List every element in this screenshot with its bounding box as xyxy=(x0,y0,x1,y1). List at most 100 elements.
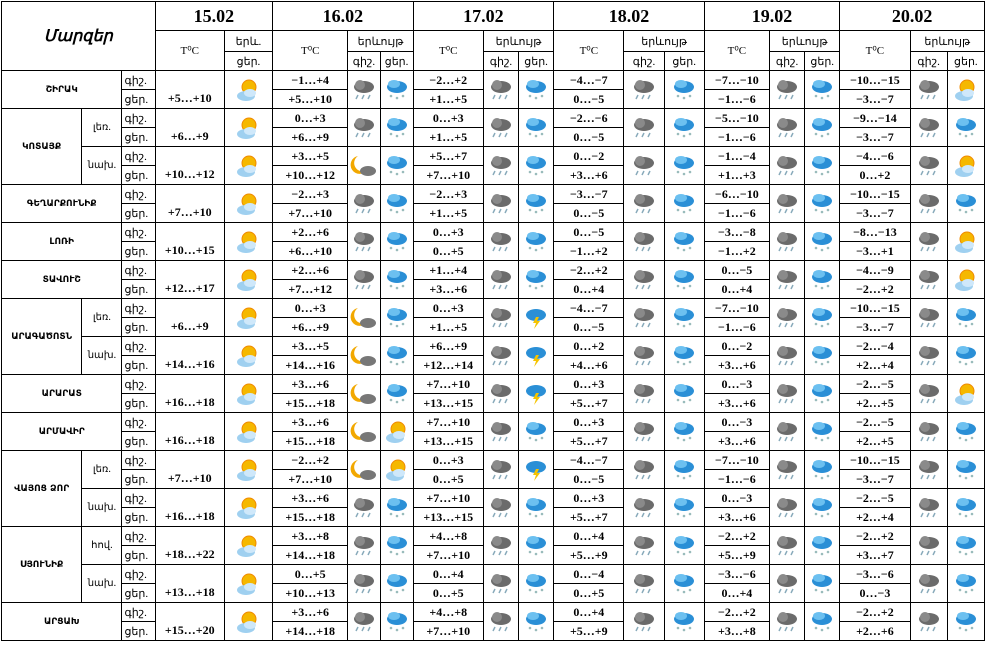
temp-night: −1…−4 xyxy=(703,146,771,166)
subregion-name: նախ. xyxy=(81,564,123,603)
weather-icon xyxy=(955,611,976,631)
weather-icon xyxy=(237,231,257,253)
weather-icon-cell xyxy=(909,412,948,451)
weather-icon xyxy=(918,117,939,137)
weather-icon xyxy=(350,459,376,480)
temp-15: +7…+10 xyxy=(154,450,225,489)
weather-icon xyxy=(490,611,511,631)
weather-icon xyxy=(812,269,833,289)
temp-night: −8…−13 xyxy=(839,222,911,242)
phen-header: երևույթ xyxy=(347,30,414,52)
weather-icon xyxy=(955,193,976,213)
weather-icon-cell xyxy=(518,450,555,489)
temp-day: +5…+9 xyxy=(703,545,771,565)
temp-day: +7…+12 xyxy=(272,279,349,299)
weather-icon-cell xyxy=(482,450,520,489)
weather-icon xyxy=(490,345,511,365)
weather-icon xyxy=(812,535,833,555)
subregion-name: նախ. xyxy=(81,146,123,185)
temp-night: +3…+6 xyxy=(272,488,349,508)
table-row: ԿՈՏԱՅՔ լեռ. գիշ. +6…+9 0…+3 0…+3 −2…−6 −5…−10 −9… xyxy=(0,108,986,185)
weather-icon-cell xyxy=(347,450,381,489)
temp-night: +3…+6 xyxy=(272,412,349,432)
weather-icon xyxy=(490,573,511,593)
date-header: 15.02 xyxy=(154,1,274,31)
row-label: գիշ. xyxy=(121,146,156,166)
weather-icon xyxy=(955,345,976,365)
temp-day: 0…+5 xyxy=(412,241,484,261)
weather-icon-cell xyxy=(946,602,986,641)
weather-icon xyxy=(490,459,511,479)
weather-icon xyxy=(634,307,655,327)
weather-icon-cell xyxy=(482,526,520,565)
temp-night: 0…−2 xyxy=(553,146,625,166)
weather-icon xyxy=(777,459,798,479)
weather-icon xyxy=(777,383,798,403)
temp-day: +13…+15 xyxy=(412,507,484,527)
table-row: ՍՅՈՒՆԻՔ հով. գիշ. +18…+22 +3…+8 +4…+8 0…+4 −2…+… xyxy=(0,526,986,603)
weather-icon xyxy=(353,193,374,213)
weather-icon-cell xyxy=(663,222,705,261)
temp-night: −2…+3 xyxy=(412,184,484,204)
weather-icon xyxy=(674,307,695,327)
weather-icon xyxy=(918,307,939,327)
temp-night: 0…−2 xyxy=(703,336,771,356)
weather-icon xyxy=(237,345,257,367)
weather-icon-cell xyxy=(482,602,520,641)
temp-night: +4…+8 xyxy=(412,526,484,546)
weather-icon-cell xyxy=(379,526,414,565)
weather-icon xyxy=(674,421,695,441)
weather-icon xyxy=(634,611,655,631)
temp-15: +6…+9 xyxy=(154,108,225,147)
weather-icon-cell xyxy=(804,146,841,185)
temp-15: +13…+18 xyxy=(154,564,225,603)
weather-icon xyxy=(674,79,695,99)
temp-night: 0…+3 xyxy=(553,488,625,508)
weather-icon-cell xyxy=(946,260,986,299)
weather-icon-cell xyxy=(663,336,705,375)
weather-icon xyxy=(812,573,833,593)
temp-night: +5…+7 xyxy=(412,146,484,166)
temp-night: −2…−4 xyxy=(839,336,911,356)
temp-day: 0…+2 xyxy=(839,165,911,185)
weather-icon xyxy=(526,611,547,631)
weather-icon-cell xyxy=(769,564,806,603)
phen-header: երև. xyxy=(223,30,274,52)
temp-day: −1…−6 xyxy=(703,203,771,223)
temp-day: +14…+18 xyxy=(272,621,349,641)
weather-icon xyxy=(918,459,939,479)
phen-header: երևույթ xyxy=(623,30,705,52)
temp-day: −1…+2 xyxy=(703,241,771,261)
weather-icon xyxy=(526,155,547,175)
temp-night: −2…+2 xyxy=(553,260,625,280)
row-label: ցեր. xyxy=(121,241,156,261)
weather-icon xyxy=(353,231,374,251)
weather-icon-cell xyxy=(769,260,806,299)
temp-day: 0…−5 xyxy=(553,203,625,223)
temp-night: 0…+3 xyxy=(272,298,349,318)
weather-icon-cell xyxy=(482,146,520,185)
row-label: գիշ. xyxy=(121,564,156,584)
temp-night: −3…−6 xyxy=(703,564,771,584)
weather-icon xyxy=(526,497,547,517)
weather-icon xyxy=(490,193,511,213)
weather-icon xyxy=(526,535,547,555)
weather-icon xyxy=(350,421,376,442)
table-row: ցեր. +5…+10 +1…+5 0…−5 −1…−6 −3…−7 xyxy=(2,89,985,109)
weather-icon xyxy=(490,269,511,289)
temp-night: −2…+2 xyxy=(703,526,771,546)
weather-icon-cell xyxy=(663,564,705,603)
weather-icon-cell xyxy=(223,108,274,147)
weather-icon xyxy=(386,269,407,289)
weather-icon xyxy=(812,459,833,479)
temp-night: 0…+4 xyxy=(553,526,625,546)
temp-night: 0…+3 xyxy=(412,108,484,128)
weather-icon xyxy=(353,535,374,555)
temp-night: −9…−14 xyxy=(839,108,911,128)
region-name: ԳԵՂԱՐՔՈՒՆԻՔ xyxy=(0,184,123,223)
weather-icon xyxy=(955,573,976,593)
temp-night: +6…+9 xyxy=(412,336,484,356)
weather-icon-cell xyxy=(379,450,414,489)
row-label: գիշ. xyxy=(121,526,156,546)
weather-icon xyxy=(526,193,547,213)
